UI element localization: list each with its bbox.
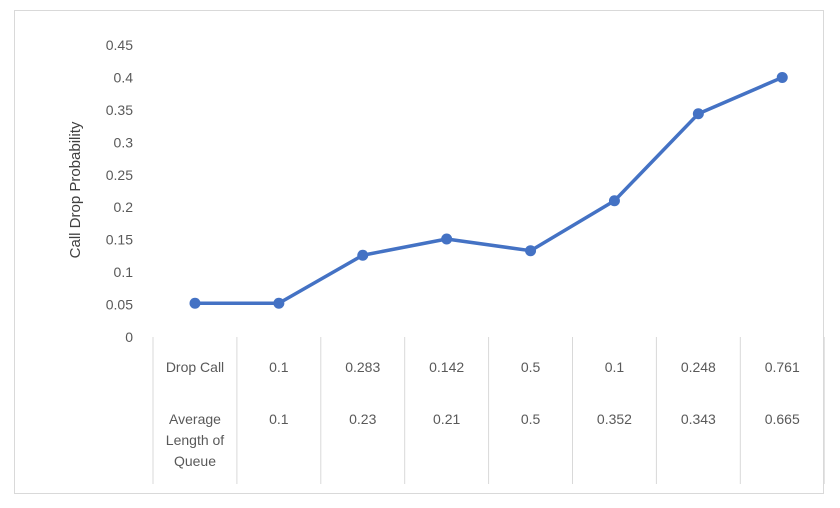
y-tick-label: 0.1 <box>114 264 134 280</box>
data-point <box>189 297 201 309</box>
table-cell: 0.1 <box>605 359 625 375</box>
y-axis-label: Call Drop Probability <box>67 121 84 258</box>
y-tick-label: 0.45 <box>106 37 133 53</box>
data-point <box>692 108 704 120</box>
table-cell: 0.665 <box>765 411 800 427</box>
data-point <box>608 195 620 207</box>
y-tick-label: 0.15 <box>106 232 133 248</box>
series-line <box>195 75 783 306</box>
data-point <box>525 245 537 257</box>
table-cell: 0.352 <box>597 411 632 427</box>
y-tick-label: 0.2 <box>114 199 134 215</box>
y-tick-label: 0 <box>125 329 133 345</box>
table-cell: 0.23 <box>349 411 376 427</box>
table-cell: 0.343 <box>681 411 716 427</box>
y-tick-label: 0.4 <box>114 69 134 85</box>
data-point <box>357 249 369 261</box>
table-cell: 0.283 <box>345 359 380 375</box>
y-tick-label: 0.25 <box>106 167 133 183</box>
data-point <box>273 297 285 309</box>
series-points <box>189 71 788 309</box>
table-cell: 0.1 <box>269 359 289 375</box>
table-cell: 0.761 <box>765 359 800 375</box>
chart-frame <box>14 10 824 494</box>
table-cell: 0.5 <box>521 359 541 375</box>
table-cell: 0.248 <box>681 359 716 375</box>
table-row-label: Drop Call <box>166 359 224 375</box>
data-table: Drop Call 0.1 0.283 0.142 0.5 0.1 0.248 0.761 Av… <box>166 359 800 469</box>
table-cell: 0.21 <box>433 411 460 427</box>
y-axis: 0 0.05 0.1 0.15 0.2 0.25 0.3 0.35 0.4 0.45 <box>106 37 133 345</box>
table-cell: 0.1 <box>269 411 289 427</box>
data-point <box>441 233 453 245</box>
data-point <box>776 71 788 83</box>
y-tick-label: 0.3 <box>114 134 134 150</box>
table-cell: 0.142 <box>429 359 464 375</box>
table-cell: 0.5 <box>521 411 541 427</box>
y-tick-label: 0.05 <box>106 297 133 313</box>
data-table-grid <box>152 337 825 484</box>
y-tick-label: 0.35 <box>106 102 133 118</box>
table-row-label: Average Length of Queue <box>166 411 224 469</box>
